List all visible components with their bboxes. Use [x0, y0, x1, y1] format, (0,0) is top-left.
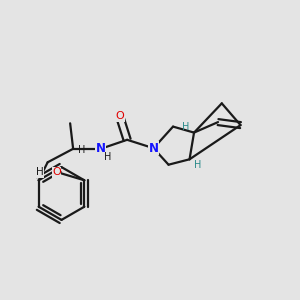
- Text: H: H: [194, 160, 202, 170]
- Text: N: N: [148, 142, 158, 155]
- Text: O: O: [115, 111, 124, 122]
- Text: N: N: [96, 142, 106, 155]
- Text: O: O: [52, 167, 61, 177]
- Text: H: H: [103, 152, 111, 162]
- Text: H: H: [36, 167, 43, 177]
- Text: H: H: [78, 145, 85, 155]
- Text: H: H: [182, 122, 189, 132]
